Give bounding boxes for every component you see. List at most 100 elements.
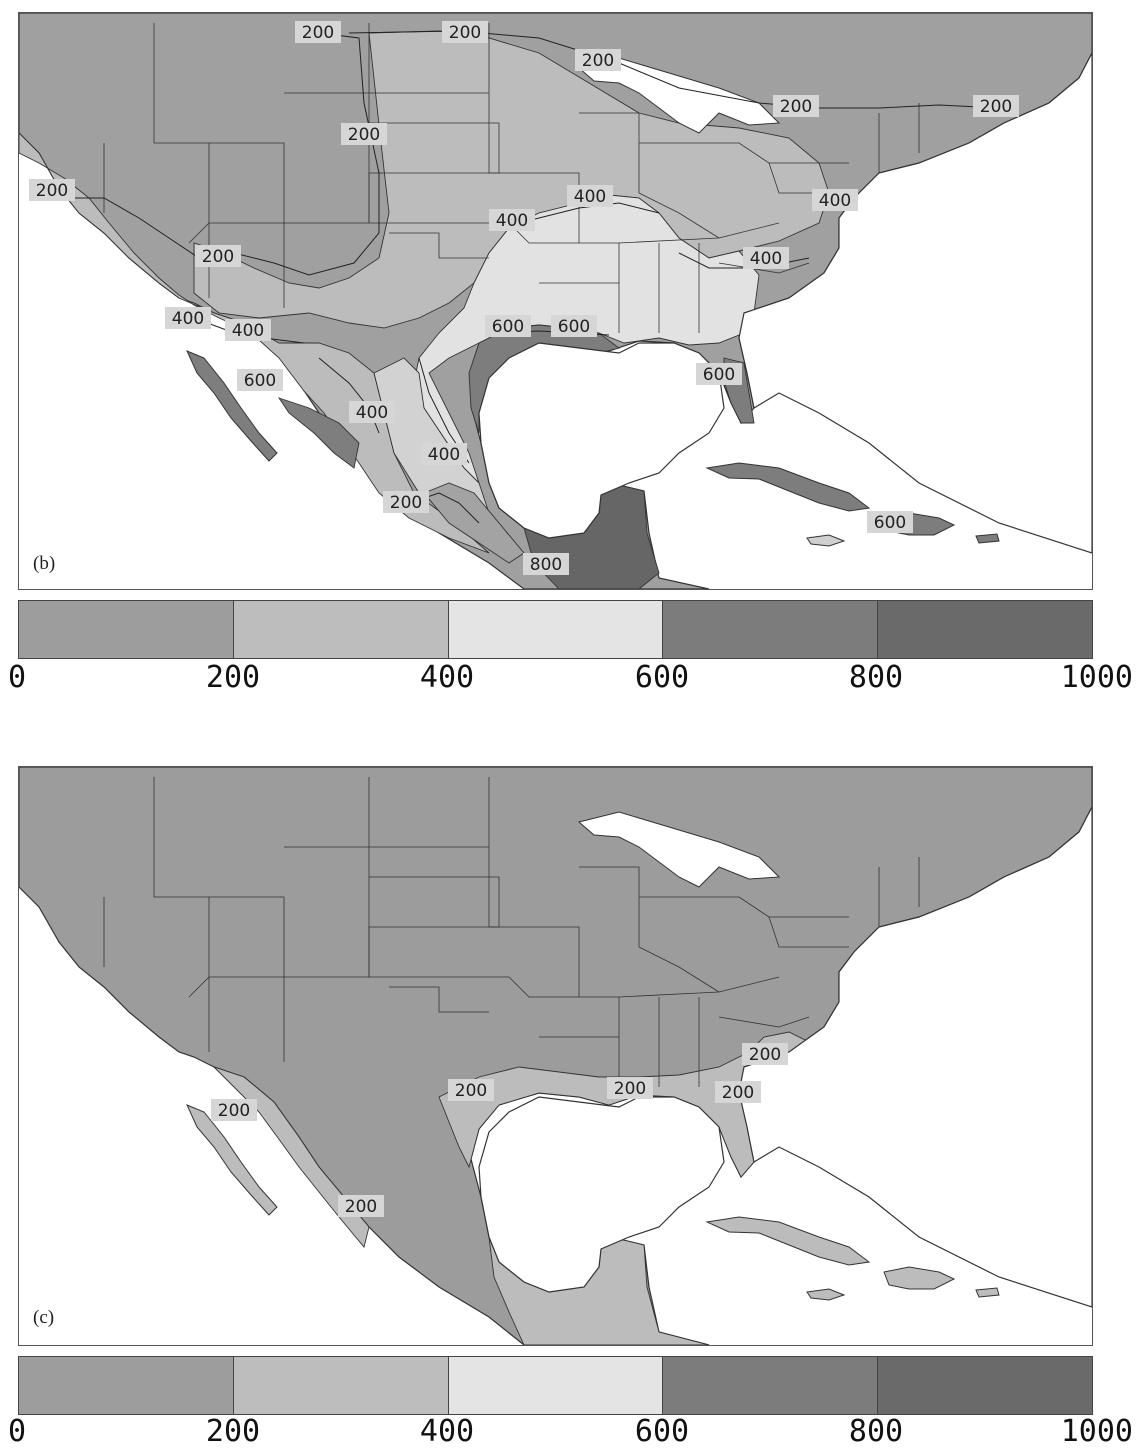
colorbar-tick: 1000 bbox=[1060, 660, 1133, 695]
contour-label: 200 bbox=[442, 21, 488, 43]
contour-label: 200 bbox=[295, 21, 341, 43]
contour-labels: 200 200 200 200 200 200 200 200 400 400 … bbox=[29, 21, 1019, 575]
contour-label: 400 bbox=[421, 443, 467, 465]
zone-200-400-mexico-west bbox=[213, 1066, 370, 1248]
colorbar-segment-0-200 bbox=[19, 1357, 234, 1414]
zone-200-400-west bbox=[19, 132, 490, 554]
svg-text:200: 200 bbox=[749, 1045, 781, 1065]
contour-label: 600 bbox=[551, 315, 597, 337]
svg-text:600: 600 bbox=[703, 365, 735, 385]
contour-label: 200 bbox=[448, 1079, 494, 1101]
colorbar-ticks-c: 0 200 400 600 800 1000 bbox=[0, 1414, 1141, 1450]
contour-label: 600 bbox=[696, 363, 742, 385]
colorbar-c bbox=[18, 1356, 1093, 1415]
colorbar-tick: 400 bbox=[419, 660, 475, 695]
svg-text:600: 600 bbox=[874, 513, 906, 533]
contour-label: 400 bbox=[349, 401, 395, 423]
svg-text:200: 200 bbox=[980, 97, 1012, 117]
gulf-of-mexico bbox=[478, 342, 725, 539]
contour-label: 200 bbox=[742, 1043, 788, 1065]
svg-text:400: 400 bbox=[172, 309, 204, 329]
contour-labels: 200 200 200 200 200 200 bbox=[211, 1043, 788, 1217]
panel-label-c: (c) bbox=[33, 1307, 55, 1328]
colorbar-segment-400-600 bbox=[448, 1357, 664, 1414]
jamaica bbox=[806, 534, 846, 547]
svg-text:200: 200 bbox=[780, 97, 812, 117]
svg-text:200: 200 bbox=[345, 1197, 377, 1217]
svg-text:200: 200 bbox=[302, 23, 334, 43]
svg-text:400: 400 bbox=[574, 187, 606, 207]
svg-text:200: 200 bbox=[390, 493, 422, 513]
colorbar-tick: 800 bbox=[848, 1414, 904, 1449]
svg-text:400: 400 bbox=[496, 211, 528, 231]
contour-label: 600 bbox=[237, 369, 283, 391]
colorbar-tick: 0 bbox=[8, 660, 27, 695]
colorbar-segment-800-1000 bbox=[878, 1357, 1092, 1414]
colorbar-tick: 600 bbox=[634, 660, 690, 695]
colorbar-segment-0-200 bbox=[19, 601, 234, 658]
contour-label: 200 bbox=[575, 49, 621, 71]
contour-label: 200 bbox=[715, 1081, 761, 1103]
svg-text:200: 200 bbox=[722, 1083, 754, 1103]
svg-text:200: 200 bbox=[449, 23, 481, 43]
svg-text:200: 200 bbox=[202, 247, 234, 267]
contour-label: 200 bbox=[195, 245, 241, 267]
contour-label: 200 bbox=[773, 95, 819, 117]
baja-california bbox=[186, 350, 278, 462]
zone-600-800-baja-mainland bbox=[277, 397, 360, 469]
zone-400-600-mexico bbox=[373, 357, 490, 514]
svg-text:400: 400 bbox=[750, 249, 782, 269]
svg-text:200: 200 bbox=[455, 1081, 487, 1101]
colorbar-tick: 0 bbox=[8, 1414, 27, 1449]
svg-text:600: 600 bbox=[244, 371, 276, 391]
atlantic-ocean bbox=[738, 806, 1092, 1308]
colorbar-segment-800-1000 bbox=[878, 601, 1092, 658]
contour-label: 200 bbox=[338, 1195, 384, 1217]
colorbar-tick: 800 bbox=[848, 660, 904, 695]
puerto-rico bbox=[975, 1287, 1000, 1298]
svg-text:200: 200 bbox=[36, 181, 68, 201]
great-lakes bbox=[577, 57, 781, 134]
hispaniola bbox=[883, 1266, 956, 1290]
contour-label: 400 bbox=[165, 307, 211, 329]
svg-text:600: 600 bbox=[558, 317, 590, 337]
svg-text:400: 400 bbox=[356, 403, 388, 423]
contour-label: 200 bbox=[383, 491, 429, 513]
jamaica bbox=[806, 1288, 846, 1301]
map-panel-c: 200 200 200 200 200 200 (c) bbox=[18, 766, 1093, 1346]
contour-label: 200 bbox=[211, 1099, 257, 1121]
contour-label: 400 bbox=[489, 209, 535, 231]
svg-text:400: 400 bbox=[428, 445, 460, 465]
gulf-of-mexico bbox=[478, 1096, 725, 1293]
svg-text:600: 600 bbox=[492, 317, 524, 337]
contour-label: 200 bbox=[341, 123, 387, 145]
colorbar-tick: 200 bbox=[205, 660, 261, 695]
colorbar-tick: 200 bbox=[205, 1414, 261, 1449]
colorbar-segment-400-600 bbox=[448, 601, 664, 658]
panel-label-b: (b) bbox=[33, 553, 56, 574]
svg-text:400: 400 bbox=[232, 321, 264, 341]
svg-text:200: 200 bbox=[218, 1101, 250, 1121]
cuba bbox=[705, 462, 871, 512]
contour-label: 400 bbox=[743, 247, 789, 269]
contour-label: 600 bbox=[485, 315, 531, 337]
contour-label: 200 bbox=[973, 95, 1019, 117]
state-borders bbox=[103, 23, 920, 333]
colorbar-segment-200-400 bbox=[233, 601, 449, 658]
puerto-rico bbox=[975, 533, 1000, 544]
contour-label: 800 bbox=[523, 553, 569, 575]
colorbar-tick: 600 bbox=[634, 1414, 690, 1449]
great-lakes bbox=[577, 811, 781, 888]
colorbar-segment-600-800 bbox=[663, 601, 879, 658]
contour-label: 200 bbox=[607, 1077, 653, 1099]
colorbar-tick: 1000 bbox=[1060, 1414, 1133, 1449]
map-panel-b: 200 200 200 200 200 200 200 200 400 400 … bbox=[18, 12, 1093, 590]
cuba bbox=[705, 1216, 871, 1266]
colorbar-ticks-b: 0 200 400 600 800 1000 bbox=[0, 660, 1141, 696]
contour-label: 400 bbox=[812, 189, 858, 211]
state-borders bbox=[103, 777, 920, 1087]
map-b-svg: 200 200 200 200 200 200 200 200 400 400 … bbox=[19, 13, 1092, 589]
svg-text:200: 200 bbox=[582, 51, 614, 71]
colorbar-tick: 400 bbox=[419, 1414, 475, 1449]
map-c-svg: 200 200 200 200 200 200 bbox=[19, 767, 1092, 1345]
